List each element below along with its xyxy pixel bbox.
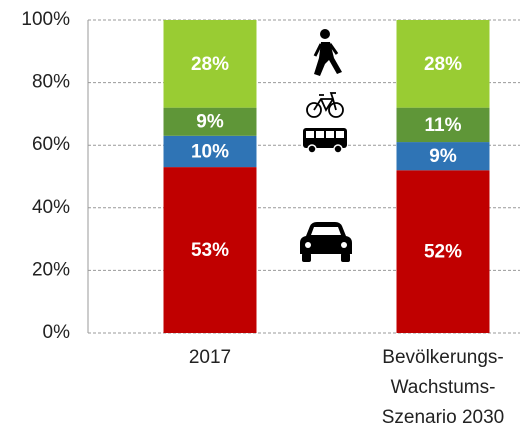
y-tick-label: 80%	[32, 72, 70, 93]
data-label: 53%	[191, 240, 229, 261]
bar-segment	[163, 135, 257, 168]
bar-segment	[163, 20, 257, 108]
bus-icon	[303, 128, 347, 154]
data-label: 28%	[191, 54, 229, 75]
bar-segment	[396, 170, 490, 333]
bar-segment	[396, 107, 490, 143]
car-icon	[300, 222, 352, 262]
bicycle-icon	[306, 92, 344, 118]
x-tick-label: Bevölkerungs- Wachstums- Szenario 2030	[381, 347, 505, 428]
y-tick-label: 40%	[32, 197, 70, 218]
data-label: 10%	[191, 141, 229, 162]
data-label: 11%	[425, 115, 462, 136]
data-label: 9%	[429, 146, 457, 167]
bar-segment	[163, 167, 257, 333]
data-label: 9%	[196, 112, 224, 133]
y-tick-label: 0%	[43, 322, 71, 343]
bar-segment	[163, 107, 257, 136]
mode-icons	[300, 29, 352, 262]
plot: 0% 20% 40% 60% 80% 100% 53% 10% 9% 28% 52% 9% 11% 28%	[21, 9, 520, 343]
bar-segment	[396, 142, 490, 171]
y-tick-label: 20%	[32, 259, 70, 280]
y-tick-label: 60%	[32, 134, 70, 155]
pedestrian-icon	[313, 29, 342, 76]
data-label: 28%	[424, 54, 462, 75]
data-label: 52%	[424, 242, 462, 263]
bar-segment	[396, 20, 490, 108]
y-tick-label: 100%	[21, 9, 70, 30]
x-tick-label: 2017	[188, 347, 232, 368]
